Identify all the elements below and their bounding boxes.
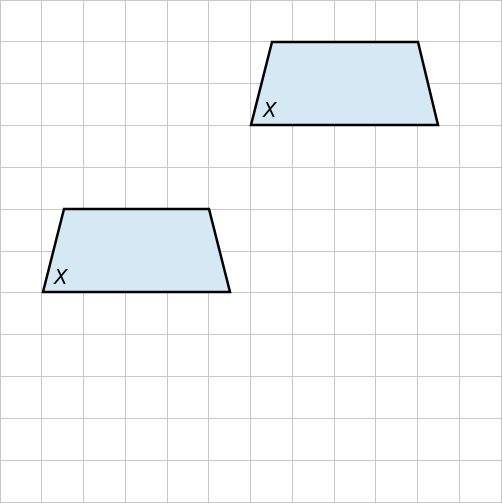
trapezoid-bottom-left: X (41, 207, 232, 294)
trapezoid-top-right-shape (249, 40, 440, 127)
trapezoid-top-right: X (249, 40, 440, 127)
vertex-label-x-bottom: X (53, 265, 69, 289)
vertex-label-x-top: X (262, 98, 278, 122)
trapezoid-bottom-left-shape (41, 207, 232, 294)
